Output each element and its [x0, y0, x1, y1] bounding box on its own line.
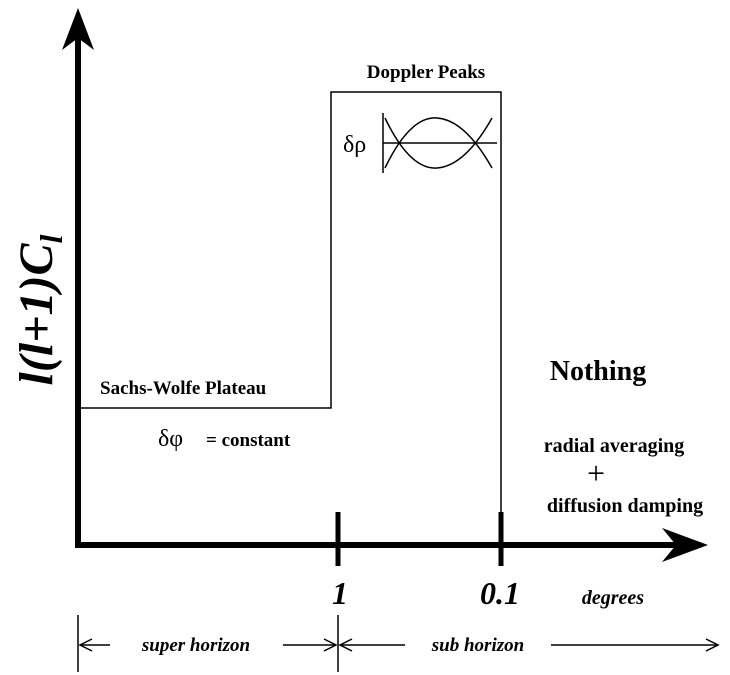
sachs-wolfe-title: Sachs-Wolfe Plateau: [100, 378, 267, 399]
nothing-line1: radial averaging: [544, 435, 685, 457]
doppler-title: Doppler Peaks: [367, 62, 485, 83]
sachs-wolfe-symbol: δφ: [158, 426, 183, 452]
sub-horizon-label: sub horizon: [431, 635, 524, 656]
nothing-line2: diffusion damping: [547, 495, 703, 517]
nothing-title: Nothing: [550, 356, 646, 387]
step-curve: [80, 91, 502, 545]
horizon-markers: [77, 615, 720, 672]
x-arrow: [662, 528, 708, 562]
oscillation-sketch: [382, 113, 497, 173]
super-horizon-label: super horizon: [141, 635, 250, 656]
x-tick-label: 0.1: [480, 575, 520, 611]
y-arrow: [62, 8, 94, 50]
doppler-symbol: δρ: [343, 132, 366, 158]
nothing-plus: +: [587, 455, 605, 491]
y-axis-label: l(l+1)Cl: [10, 234, 69, 385]
sachs-wolfe-note: = constant: [206, 430, 291, 451]
x-tick-label: 1: [332, 575, 348, 611]
x-unit: degrees: [582, 587, 644, 609]
